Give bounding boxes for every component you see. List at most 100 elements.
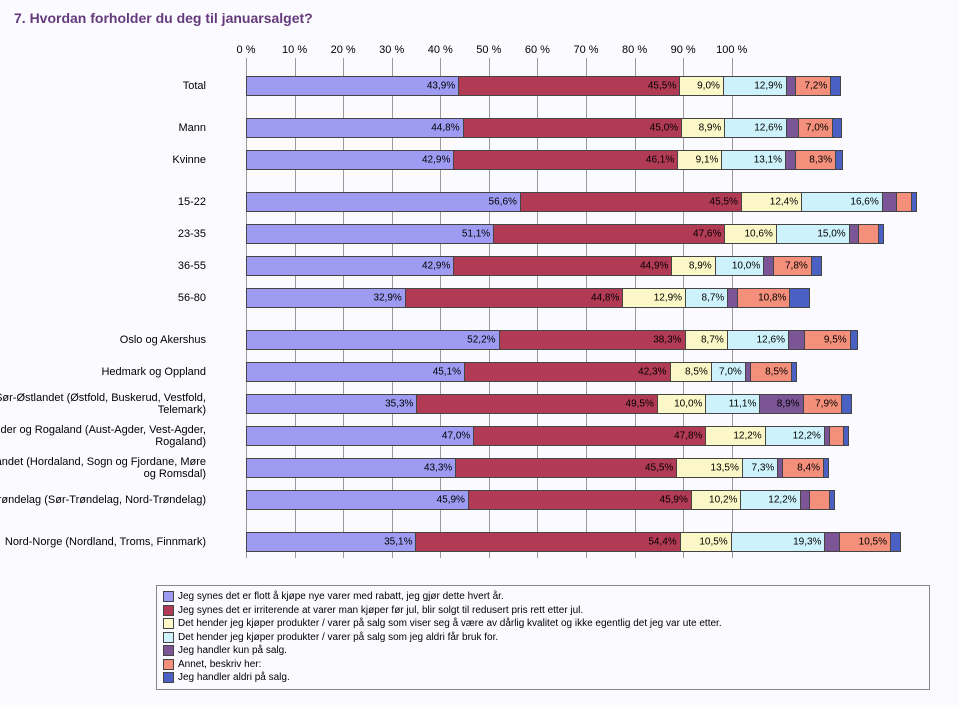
segment-value-label: 8,4% (797, 463, 820, 474)
segment-value-label: 45,0% (650, 123, 678, 134)
segment-value-label: 7,3% (752, 463, 775, 474)
segment-value-label: 7,8% (785, 261, 808, 272)
bar-segment: 8,5% (751, 362, 792, 382)
bar-segment: 47,0% (246, 426, 474, 446)
bar-segment (830, 426, 845, 446)
bar-segment: 12,6% (728, 330, 789, 350)
segment-value-label: 44,8% (591, 293, 619, 304)
bar-segment: 42,9% (246, 256, 454, 276)
category-label: Total (0, 80, 206, 92)
chart-row: Total43,9%45,5%9,0%12,9%7,2% (246, 76, 926, 96)
segment-value-label: 12,2% (793, 431, 821, 442)
bar-segment: 12,2% (741, 490, 800, 510)
bar-segment: 12,9% (623, 288, 686, 308)
bar-segment: 35,3% (246, 394, 417, 414)
bar-segment: 8,3% (796, 150, 836, 170)
bar-segment: 51,1% (246, 224, 494, 244)
bar-segment (833, 118, 843, 138)
segment-value-label: 13,1% (754, 155, 782, 166)
segment-value-label: 8,9% (699, 123, 722, 134)
bar-segment: 47,8% (474, 426, 706, 446)
segment-value-label: 8,9% (777, 399, 800, 410)
axis-tick-label: 20 % (331, 44, 356, 56)
bar-segment: 44,8% (246, 118, 464, 138)
segment-value-label: 12,2% (768, 495, 796, 506)
segment-value-label: 42,9% (422, 261, 450, 272)
legend-item: Jeg synes det er irriterende at varer ma… (163, 604, 923, 618)
bar-segment (825, 532, 840, 552)
bar-segment: 8,7% (686, 288, 728, 308)
chart-row: Oslo og Akershus52,2%38,3%8,7%12,6%9,5% (246, 330, 926, 350)
category-label: Vestlandet (Hordaland, Sogn og Fjordane,… (0, 456, 206, 480)
bar-segment: 45,1% (246, 362, 465, 382)
axis-tick-label: 30 % (379, 44, 404, 56)
bar-segment: 45,5% (456, 458, 677, 478)
segment-value-label: 44,8% (431, 123, 459, 134)
bar-segment (801, 490, 811, 510)
axis-tick-label: 40 % (428, 44, 453, 56)
axis-tick-label: 0 % (237, 44, 256, 56)
legend-text: Annet, beskriv her: (178, 658, 261, 672)
bar-segment: 47,6% (494, 224, 725, 244)
chart-row: Sør-Østlandet (Østfold, Buskerud, Vestfo… (246, 394, 926, 414)
axis-tick-label: 60 % (525, 44, 550, 56)
segment-value-label: 7,0% (719, 367, 742, 378)
chart-row: 23-3551,1%47,6%10,6%15,0% (246, 224, 926, 244)
bar-segment: 7,9% (804, 394, 842, 414)
segment-value-label: 8,7% (701, 335, 724, 346)
segment-value-label: 47,0% (442, 431, 470, 442)
bar-segment: 56,6% (246, 192, 521, 212)
segment-value-label: 46,1% (646, 155, 674, 166)
segment-value-label: 10,5% (699, 537, 727, 548)
bar-segment: 16,6% (802, 192, 883, 212)
bar-track: 35,1% 54,4% 10,5% 19,3% 10,5% (246, 532, 926, 552)
bar-segment: 32,9% (246, 288, 406, 308)
bar-segment: 7,0% (712, 362, 746, 382)
chart-row: Trøndelag (Sør-Trøndelag, Nord-Trøndelag… (246, 490, 926, 510)
bar-segment: 8,5% (671, 362, 712, 382)
chart-row: 56-8032,9%44,8%12,9%8,7%10,8% (246, 288, 926, 308)
bar-segment: 12,2% (706, 426, 765, 446)
category-label: 15-22 (0, 196, 206, 208)
segment-value-label: 44,9% (640, 261, 668, 272)
segment-value-label: 35,1% (384, 537, 412, 548)
segment-value-label: 19,3% (793, 537, 821, 548)
segment-value-label: 43,9% (427, 81, 455, 92)
bar-segment: 9,5% (805, 330, 851, 350)
bar-track: 42,9%44,9%8,9%10,0%7,8% (246, 256, 926, 276)
chart-title: 7. Hvordan forholder du deg til januarsa… (14, 10, 313, 26)
bar-segment: 12,9% (724, 76, 787, 96)
segment-value-label: 15,0% (817, 229, 845, 240)
bar-segment: 10,5% (681, 532, 732, 552)
bar-segment: 10,2% (692, 490, 742, 510)
segment-value-label: 9,5% (824, 335, 847, 346)
segment-value-label: 9,1% (696, 155, 719, 166)
segment-value-label: 8,5% (685, 367, 708, 378)
segment-value-label: 12,2% (733, 431, 761, 442)
segment-value-label: 45,9% (660, 495, 688, 506)
bar-track: 45,9% 45,9% 10,2% 12,2% (246, 490, 926, 510)
legend-item: Det hender jeg kjøper produkter / varer … (163, 631, 923, 645)
bar-track: 43,3%45,5%13,5%7,3%8,4% (246, 458, 926, 478)
segment-value-label: 45,9% (437, 495, 465, 506)
category-label: Oslo og Akershus (0, 334, 206, 346)
bar-segment (786, 150, 796, 170)
segment-value-label: 47,6% (693, 229, 721, 240)
bar-segment: 7,0% (799, 118, 833, 138)
bar-segment: 49,5% (417, 394, 657, 414)
category-label: Sør-Østlandet (Østfold, Buskerud, Vestfo… (0, 392, 206, 416)
bar-track: 43,9%45,5%9,0%12,9%7,2% (246, 76, 926, 96)
bar-segment: 54,4% (416, 532, 680, 552)
bar-segment: 13,1% (722, 150, 786, 170)
segment-value-label: 10,5% (859, 537, 887, 548)
segment-value-label: 7,9% (815, 399, 838, 410)
axis-tick-label: 90 % (671, 44, 696, 56)
segment-value-label: 35,3% (385, 399, 413, 410)
category-label: Hedmark og Oppland (0, 366, 206, 378)
bar-segment (851, 330, 858, 350)
legend-item: Annet, beskriv her: (163, 658, 923, 672)
bar-segment: 19,3% (732, 532, 826, 552)
bar-segment (812, 256, 822, 276)
bar-track: 51,1%47,6%10,6%15,0% (246, 224, 926, 244)
bar-segment: 42,9% (246, 150, 454, 170)
